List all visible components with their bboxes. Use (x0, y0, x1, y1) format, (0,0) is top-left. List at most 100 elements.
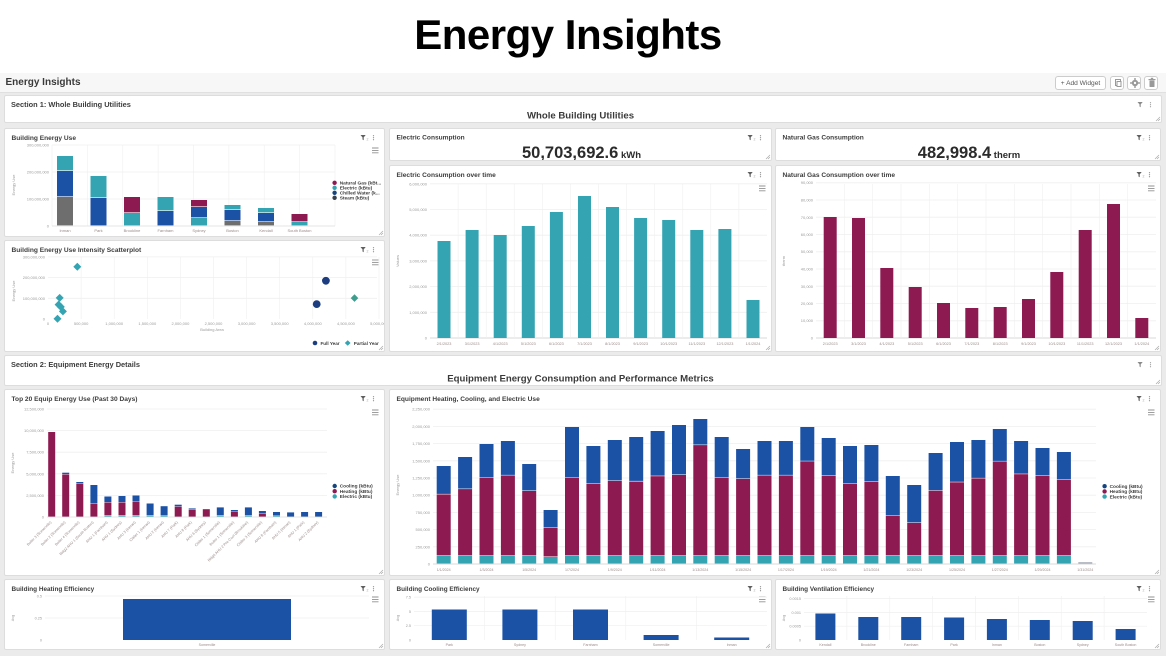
svg-text:1/19/2024: 1/19/2024 (821, 568, 837, 572)
svg-text:5,000,000: 5,000,000 (409, 207, 428, 212)
svg-text:0: 0 (428, 562, 431, 567)
svg-text:0.0005: 0.0005 (789, 625, 801, 629)
svg-text:4/1/2023: 4/1/2023 (493, 342, 508, 346)
svg-text:5,000,000: 5,000,000 (370, 321, 385, 326)
svg-text:South Boston: South Boston (1115, 643, 1137, 647)
svg-text:Energy Use: Energy Use (10, 452, 15, 474)
svg-text:8/1/2023: 8/1/2023 (993, 342, 1008, 346)
svg-text:Cooling (kBtu): Cooling (kBtu) (1110, 484, 1143, 490)
svg-text:Natural Gas (kBt...: Natural Gas (kBt... (340, 181, 382, 187)
svg-text:2/1/2023: 2/1/2023 (437, 342, 452, 346)
svg-text:1/17/2024: 1/17/2024 (778, 568, 794, 572)
svg-text:11/1/2023: 11/1/2023 (1077, 342, 1094, 346)
svg-text:2: 2 (367, 399, 369, 403)
svg-text:Avg: Avg (782, 615, 786, 621)
svg-text:Electric (kBtu): Electric (kBtu) (340, 186, 373, 192)
svg-text:30,000: 30,000 (801, 284, 814, 289)
svg-text:4/1/2023: 4/1/2023 (879, 342, 894, 346)
svg-text:Energy Use: Energy Use (11, 280, 16, 302)
svg-text:70,000: 70,000 (801, 215, 814, 220)
svg-text:3/1/2023: 3/1/2023 (465, 342, 480, 346)
svg-text:1,000,000: 1,000,000 (412, 493, 431, 498)
svg-text:Farnham: Farnham (157, 228, 174, 233)
svg-text:Top 20 Equip Energy Use (Past: Top 20 Equip Energy Use (Past 30 Days) (12, 396, 138, 403)
svg-text:4,000,000: 4,000,000 (304, 321, 323, 326)
svg-text:0: 0 (43, 317, 46, 322)
svg-text:2.5: 2.5 (406, 624, 411, 628)
svg-text:2: 2 (754, 589, 756, 593)
svg-text:Inman: Inman (727, 643, 737, 647)
svg-text:Somerville: Somerville (199, 643, 216, 647)
svg-text:80,000: 80,000 (801, 198, 814, 203)
svg-text:50,000: 50,000 (801, 249, 814, 254)
svg-text:1,250,000: 1,250,000 (412, 476, 431, 481)
svg-text:Boston: Boston (1034, 643, 1045, 647)
svg-text:Steam (kBtu): Steam (kBtu) (340, 196, 370, 202)
svg-text:1/15/2024: 1/15/2024 (735, 568, 751, 572)
svg-text:1/21/2024: 1/21/2024 (863, 568, 879, 572)
svg-text:50,703,692.6 kWh: 50,703,692.6 kWh (522, 144, 641, 161)
svg-text:Park: Park (950, 643, 958, 647)
svg-text:0: 0 (425, 336, 428, 341)
svg-text:9/1/2023: 9/1/2023 (1021, 342, 1036, 346)
svg-text:2,000,000: 2,000,000 (412, 424, 431, 429)
svg-text:Section 1: Whole Building Util: Section 1: Whole Building Utilities (11, 100, 131, 109)
svg-text:Heating (kBtu): Heating (kBtu) (1110, 489, 1143, 495)
svg-text:2,500,000: 2,500,000 (205, 321, 224, 326)
svg-text:2: 2 (754, 138, 756, 142)
svg-text:Electric Consumption: Electric Consumption (397, 135, 465, 142)
svg-text:Values: Values (395, 255, 400, 267)
svg-text:0: 0 (799, 639, 801, 643)
svg-text:500,000: 500,000 (416, 527, 431, 532)
svg-text:11/1/2023: 11/1/2023 (688, 342, 705, 346)
svg-text:Boiler 4 (Somerville): Boiler 4 (Somerville) (54, 520, 80, 546)
svg-text:500,000: 500,000 (74, 321, 89, 326)
svg-text:Electric (kBtu): Electric (kBtu) (1110, 494, 1143, 500)
svg-text:12,500,000: 12,500,000 (24, 407, 45, 412)
svg-text:2: 2 (1143, 138, 1145, 142)
svg-text:300,000,000: 300,000,000 (23, 254, 46, 259)
svg-text:1/25/2024: 1/25/2024 (949, 568, 965, 572)
svg-text:Sydney: Sydney (192, 228, 205, 233)
svg-text:10,000,000: 10,000,000 (24, 428, 45, 433)
svg-text:200,000,000: 200,000,000 (27, 170, 50, 175)
svg-text:2: 2 (1143, 589, 1145, 593)
svg-text:9/1/2023: 9/1/2023 (633, 342, 648, 346)
svg-text:Electric Consumption over time: Electric Consumption over time (397, 172, 497, 179)
svg-text:Electric (kBtu): Electric (kBtu) (340, 494, 373, 500)
svg-text:10,000: 10,000 (801, 318, 814, 323)
svg-text:Brookline: Brookline (861, 643, 876, 647)
svg-text:Sydney: Sydney (1077, 643, 1089, 647)
svg-text:4,000,000: 4,000,000 (409, 233, 428, 238)
svg-text:Equipment Energy Consumption a: Equipment Energy Consumption and Perform… (447, 374, 714, 385)
svg-text:1,000,000: 1,000,000 (409, 310, 428, 315)
svg-text:2: 2 (754, 175, 756, 179)
svg-text:1/29/2024: 1/29/2024 (1035, 568, 1051, 572)
svg-text:750,000: 750,000 (416, 510, 431, 515)
svg-text:7/1/2023: 7/1/2023 (577, 342, 592, 346)
svg-text:0: 0 (811, 336, 814, 341)
svg-text:Building Area: Building Area (200, 327, 224, 332)
svg-text:2: 2 (367, 138, 369, 142)
svg-text:Chiller 1 (Somerville): Chiller 1 (Somerville) (194, 520, 221, 547)
svg-text:20,000: 20,000 (801, 301, 814, 306)
svg-text:Section 2: Equipment Energy De: Section 2: Equipment Energy Details (11, 360, 140, 369)
svg-text:Farnham: Farnham (583, 643, 597, 647)
svg-text:1/5/2024: 1/5/2024 (522, 568, 536, 572)
svg-text:100,000,000: 100,000,000 (27, 197, 50, 202)
svg-text:2/1/2023: 2/1/2023 (823, 342, 838, 346)
svg-text:Kendall: Kendall (819, 643, 831, 647)
svg-text:therm: therm (781, 255, 786, 266)
svg-text:Natural Gas Consumption: Natural Gas Consumption (783, 135, 864, 142)
svg-text:2: 2 (367, 250, 369, 254)
svg-text:12/1/2023: 12/1/2023 (1105, 342, 1122, 346)
svg-text:1/13/2024: 1/13/2024 (692, 568, 708, 572)
svg-text:200,000,000: 200,000,000 (23, 275, 46, 280)
svg-text:Boiler 2 (Somerville): Boiler 2 (Somerville) (40, 520, 66, 546)
svg-text:1/1/2024: 1/1/2024 (437, 568, 451, 572)
svg-text:2: 2 (1143, 399, 1145, 403)
svg-text:Brookline: Brookline (124, 228, 141, 233)
svg-text:10/1/2023: 10/1/2023 (660, 342, 677, 346)
svg-text:0: 0 (409, 639, 411, 643)
svg-text:7.5: 7.5 (406, 596, 411, 600)
